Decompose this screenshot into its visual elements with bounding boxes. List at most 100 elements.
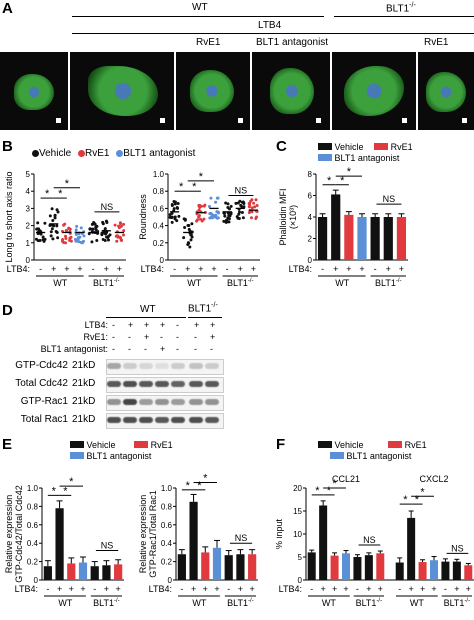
data-point: [108, 233, 112, 237]
header-blt1-line: [334, 16, 474, 17]
data-point: [240, 200, 244, 204]
ltb4-sign: -: [227, 584, 230, 594]
data-point: [209, 215, 213, 219]
sig-star: *: [420, 486, 425, 498]
y-tick-label: 0: [298, 576, 303, 585]
data-point: [216, 210, 220, 214]
data-point: [188, 245, 192, 249]
y-tick-label: 0.8: [27, 502, 39, 511]
header-blt1: BLT1-/-: [386, 2, 416, 15]
y-tick-label: 5: [26, 170, 31, 179]
d-row-sign: -: [210, 344, 213, 354]
data-point: [236, 201, 240, 205]
data-point: [197, 203, 201, 207]
blot-band: [205, 399, 219, 405]
ltb4-sign: -: [39, 264, 42, 274]
blot-band: [107, 381, 121, 387]
ns-label: NS: [363, 535, 376, 545]
panel-label-e: E: [2, 436, 13, 453]
bar: [441, 561, 450, 580]
ltb4-sign: -: [93, 584, 96, 594]
ltb4-sign: +: [203, 584, 208, 594]
data-point: [51, 218, 55, 222]
ltb4-sign: +: [104, 584, 109, 594]
group-label-cxcl2: CXCL2: [419, 474, 448, 484]
d-row-sign: +: [194, 320, 200, 330]
d-header-blt1: BLT1-/-: [188, 302, 218, 315]
blot-band: [171, 417, 185, 423]
bar: [114, 564, 123, 580]
y-tick-label: 2: [308, 235, 313, 244]
data-point: [39, 232, 43, 236]
data-point: [255, 204, 259, 208]
y-tick-label: 4: [308, 213, 313, 222]
data-point: [118, 235, 122, 239]
d-row-sign: +: [128, 320, 134, 330]
data-point: [240, 210, 244, 214]
bar: [236, 554, 245, 580]
d-row-sign: -: [194, 332, 197, 342]
micrograph-4: [252, 52, 330, 130]
blot-band: [107, 399, 121, 405]
blot-kd: 21kD: [72, 360, 96, 371]
bar: [452, 561, 461, 580]
micrograph-1: [0, 52, 68, 130]
sig-star: *: [65, 178, 70, 190]
data-point: [119, 224, 123, 228]
sig-star: *: [347, 166, 352, 178]
y-axis-label: Long to short axis ratio: [4, 171, 14, 262]
sig-star: *: [179, 181, 184, 193]
d-row-sign: -: [176, 332, 179, 342]
legend-e: Vehicle RvE1 BLT1 antagonist: [70, 440, 173, 462]
d-row-sign: +: [160, 320, 166, 330]
data-point: [74, 233, 78, 237]
blot-label: GTP-Rac1: [20, 396, 68, 407]
ltb4-sign: +: [64, 264, 69, 274]
blt1-group-label: BLT1-/-: [93, 598, 120, 608]
d-row-sign: +: [210, 320, 216, 330]
data-point: [65, 229, 69, 233]
data-point: [250, 206, 254, 210]
blot-band: [123, 381, 137, 387]
data-point: [237, 210, 241, 214]
bar: [189, 501, 198, 580]
y-axis-label: Phalloidin MFI: [278, 188, 288, 245]
data-point: [79, 226, 83, 230]
header-ltb4: LTB4: [258, 20, 282, 31]
data-point: [88, 227, 92, 231]
ltb4-sign: -: [374, 264, 377, 274]
sig-star: *: [203, 472, 208, 484]
legend-c: Vehicle RvE1 BLT1 antagonist: [318, 142, 413, 164]
data-point: [82, 239, 86, 243]
d-row-sign: +: [144, 320, 150, 330]
blt1-group-label: BLT1-/-: [227, 278, 254, 288]
data-point: [54, 229, 58, 233]
ltb4-label: LTB4:: [289, 264, 312, 274]
y-tick-label: 0.4: [27, 539, 39, 548]
y-tick-label: 0: [308, 256, 313, 265]
data-point: [116, 234, 120, 238]
data-point: [202, 204, 206, 208]
sig-star: *: [340, 175, 345, 187]
bar: [376, 553, 385, 580]
data-point: [93, 222, 97, 226]
data-point: [189, 238, 193, 242]
ltb4-sign: +: [191, 584, 196, 594]
data-point: [117, 224, 121, 228]
data-point: [82, 234, 86, 238]
data-point: [176, 201, 180, 205]
blt1-group-label: BLT1-/-: [356, 598, 383, 608]
data-point: [68, 238, 72, 242]
data-point: [212, 214, 216, 218]
ns-label: NS: [101, 541, 114, 551]
blot-band: [171, 363, 185, 369]
header-rve1-b: RvE1: [424, 37, 449, 48]
d-row-sign: -: [128, 344, 131, 354]
data-point: [68, 236, 72, 240]
data-point: [115, 239, 119, 243]
micrograph-3: [176, 52, 250, 130]
blot-band: [189, 381, 203, 387]
data-point: [48, 224, 52, 228]
